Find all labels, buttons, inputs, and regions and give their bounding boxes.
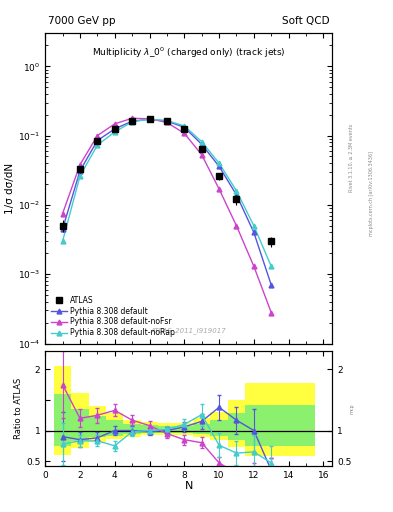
Bar	[245, 405, 263, 446]
Bar	[263, 383, 315, 456]
Pythia 8.308 default	[112, 126, 117, 132]
Pythia 8.308 default	[252, 229, 256, 236]
Pythia 8.308 default-noFsr	[147, 116, 152, 122]
X-axis label: N: N	[184, 481, 193, 491]
Bar	[193, 424, 210, 434]
Pythia 8.308 default-noRap	[130, 119, 134, 125]
Bar	[71, 393, 89, 447]
Bar	[106, 413, 123, 439]
Bar	[54, 367, 71, 455]
Bar	[158, 426, 176, 433]
Pythia 8.308 default-noRap	[234, 188, 239, 194]
Pythia 8.308 default	[165, 118, 169, 124]
Pythia 8.308 default-noFsr	[60, 210, 65, 217]
Line: Pythia 8.308 default: Pythia 8.308 default	[60, 117, 274, 287]
Pythia 8.308 default	[234, 191, 239, 198]
Pythia 8.308 default-noFsr	[217, 186, 221, 192]
Pythia 8.308 default	[199, 141, 204, 147]
Pythia 8.308 default-noFsr	[199, 152, 204, 158]
Bar	[123, 424, 141, 434]
Pythia 8.308 default	[269, 282, 274, 288]
Pythia 8.308 default-noFsr	[182, 130, 187, 136]
Pythia 8.308 default	[147, 116, 152, 122]
Text: Soft QCD: Soft QCD	[282, 15, 329, 26]
Bar	[176, 423, 193, 435]
Pythia 8.308 default-noRap	[252, 223, 256, 229]
Legend: ATLAS, Pythia 8.308 default, Pythia 8.308 default-noFsr, Pythia 8.308 default-no: ATLAS, Pythia 8.308 default, Pythia 8.30…	[49, 293, 177, 339]
Bar	[141, 422, 158, 435]
Pythia 8.308 default	[217, 163, 221, 169]
Line: Pythia 8.308 default-noFsr: Pythia 8.308 default-noFsr	[60, 116, 274, 315]
Pythia 8.308 default-noRap	[217, 160, 221, 166]
Text: mcp: mcp	[349, 403, 354, 414]
Pythia 8.308 default-noRap	[95, 142, 100, 148]
Bar	[176, 426, 193, 433]
Pythia 8.308 default-noRap	[77, 173, 82, 179]
Pythia 8.308 default-noFsr	[112, 121, 117, 127]
Pythia 8.308 default-noFsr	[234, 223, 239, 229]
Bar	[106, 419, 123, 436]
Pythia 8.308 default	[182, 124, 187, 131]
Pythia 8.308 default	[95, 137, 100, 143]
Bar	[210, 419, 228, 436]
Pythia 8.308 default-noFsr	[252, 263, 256, 269]
Bar	[245, 383, 263, 456]
Text: ATLAS_2011_I919017: ATLAS_2011_I919017	[151, 328, 226, 334]
Y-axis label: Ratio to ATLAS: Ratio to ATLAS	[14, 378, 23, 439]
Pythia 8.308 default-noRap	[147, 116, 152, 122]
Line: Pythia 8.308 default-noRap: Pythia 8.308 default-noRap	[60, 117, 274, 269]
Bar	[193, 418, 210, 437]
Bar	[54, 394, 71, 446]
Pythia 8.308 default-noRap	[182, 123, 187, 129]
Y-axis label: 1/σ dσ/dN: 1/σ dσ/dN	[5, 163, 15, 214]
Bar	[228, 413, 245, 440]
Pythia 8.308 default	[77, 168, 82, 174]
Text: mcplots.cern.ch [arXiv:1306.3436]: mcplots.cern.ch [arXiv:1306.3436]	[369, 151, 374, 236]
Bar	[89, 416, 106, 437]
Bar	[89, 406, 106, 441]
Bar	[228, 400, 245, 447]
Bar	[123, 419, 141, 437]
Bar	[141, 425, 158, 433]
Bar	[158, 423, 176, 435]
Pythia 8.308 default-noRap	[112, 129, 117, 135]
Pythia 8.308 default-noRap	[269, 263, 274, 269]
Pythia 8.308 default-noFsr	[130, 115, 134, 121]
Pythia 8.308 default-noRap	[199, 139, 204, 145]
Pythia 8.308 default-noFsr	[269, 309, 274, 315]
Text: 7000 GeV pp: 7000 GeV pp	[48, 15, 116, 26]
Bar	[210, 412, 228, 440]
Bar	[263, 405, 315, 446]
Pythia 8.308 default-noFsr	[95, 133, 100, 139]
Pythia 8.308 default-noFsr	[165, 119, 169, 125]
Pythia 8.308 default	[60, 226, 65, 232]
Bar	[71, 409, 89, 441]
Pythia 8.308 default-noFsr	[77, 162, 82, 168]
Pythia 8.308 default-noRap	[60, 238, 65, 244]
Pythia 8.308 default-noRap	[165, 117, 169, 123]
Text: Multiplicity $\lambda\_0^0$ (charged only) (track jets): Multiplicity $\lambda\_0^0$ (charged onl…	[92, 46, 285, 60]
Text: Rivet 3.1.10, ≥ 2.3M events: Rivet 3.1.10, ≥ 2.3M events	[349, 123, 354, 192]
Pythia 8.308 default	[130, 118, 134, 124]
